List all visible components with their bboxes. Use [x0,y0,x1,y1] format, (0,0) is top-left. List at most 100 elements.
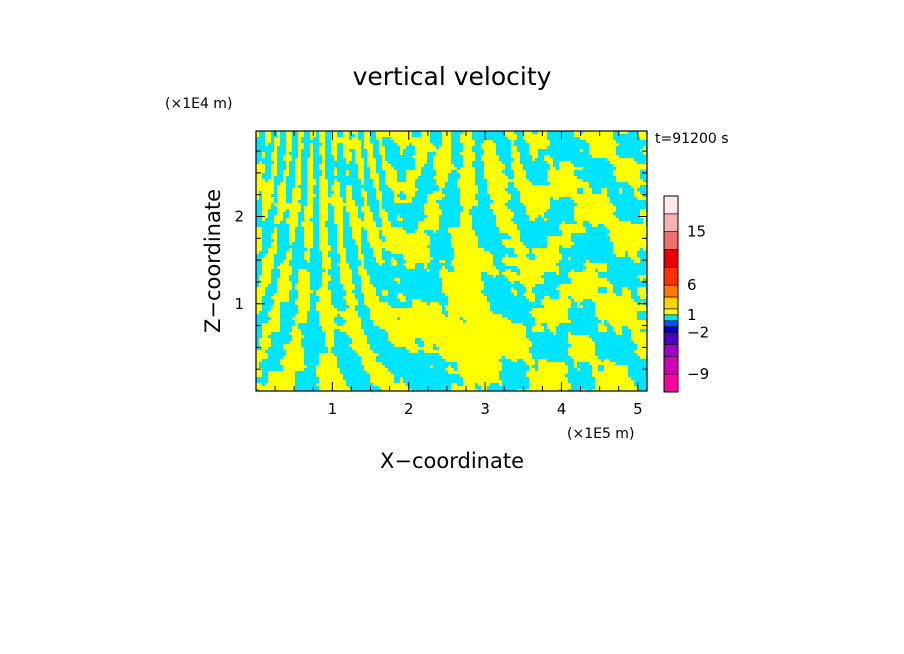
field-cell [463,158,476,162]
field-cell [361,287,377,291]
field-cell [340,260,347,264]
field-cell [547,323,560,327]
field-cell [592,365,599,369]
field-cell [454,251,491,255]
field-cell [613,290,623,294]
field-cell [256,284,260,288]
field-cell [448,176,461,180]
field-cell [481,155,500,159]
field-cell [331,347,353,351]
field-cell [427,245,452,249]
field-cell [340,278,353,282]
field-cell [274,260,284,264]
field-cell [610,200,647,204]
field-cell [616,140,647,144]
field-cell [367,230,380,234]
field-cell [568,353,596,357]
field-cell [442,266,446,270]
field-cell [382,218,389,222]
field-cell [373,215,380,219]
field-cell [598,317,638,321]
field-cell [304,356,320,360]
field-cell [577,368,581,372]
field-cell [355,284,362,288]
field-cell [640,209,647,213]
field-cell [355,149,362,153]
field-cell [283,356,305,360]
field-cell [313,206,320,210]
field-cell [478,185,488,189]
field-cell [583,224,593,228]
field-cell [268,212,278,216]
field-cell [634,191,641,195]
field-cell [493,209,512,213]
field-cell [319,227,329,231]
field-cell [514,287,527,291]
field-cell [349,221,377,225]
field-cell [577,221,584,225]
field-cell [529,383,572,387]
field-cell [607,287,614,291]
field-cell [391,137,431,141]
field-cell [523,389,527,391]
field-cell [592,338,632,342]
field-cell [292,257,305,261]
field-cell [301,155,311,159]
field-cell [601,191,608,195]
field-cell [292,287,296,291]
field-cell [304,233,314,237]
field-cell [442,140,452,144]
field-cell [295,314,308,318]
field-cell [478,200,494,204]
field-cell [313,152,320,156]
field-cell [505,203,524,207]
field-cell [319,236,329,240]
field-cell [496,152,512,156]
field-cell [484,287,512,291]
field-cell [598,326,608,330]
x-axis-title: X−coordinate [380,449,524,473]
field-cell [430,248,455,252]
field-cell [583,188,593,192]
field-cell [493,257,503,261]
field-cell [307,161,314,165]
field-cell [346,380,371,384]
field-cell [394,167,416,171]
field-cell [316,308,338,312]
field-cell [436,182,446,186]
field-cell [475,182,488,186]
field-cell [631,377,647,381]
field-cell [547,134,575,138]
field-cell [259,161,263,165]
field-cell [406,266,416,270]
field-cell [484,149,497,153]
field-cell [379,203,383,207]
field-cell [277,200,287,204]
field-cell [502,365,530,369]
field-cell [325,134,332,138]
field-cell [529,311,569,315]
field-cell [451,263,494,267]
field-cell [589,152,617,156]
field-cell [487,296,527,300]
field-cell [382,200,395,204]
field-cell [442,308,446,312]
chart-title: vertical velocity [353,62,552,91]
field-cell [364,200,368,204]
field-cell [604,320,608,324]
field-cell [514,221,563,225]
field-cell [448,179,458,183]
field-cell [520,200,551,204]
field-cell [484,140,494,144]
field-cell [544,155,551,159]
field-cell [292,140,299,144]
field-cell [442,356,503,360]
field-cell [433,161,452,165]
field-cell [268,353,287,357]
field-cell [262,197,275,201]
field-cell [277,251,287,255]
field-cell [274,239,278,243]
field-cell [361,149,368,153]
field-cell [379,209,386,213]
field-cell [547,170,575,174]
